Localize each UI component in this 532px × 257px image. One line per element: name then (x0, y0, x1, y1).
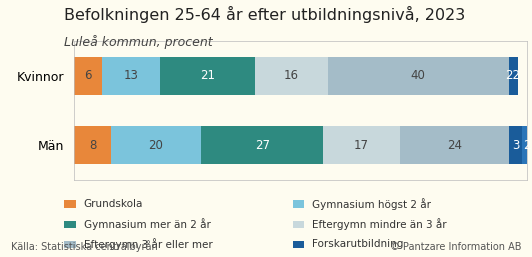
Text: 2: 2 (523, 139, 530, 152)
Bar (323, 126, 400, 164)
Text: 3: 3 (512, 139, 519, 152)
Text: Grundskola: Grundskola (84, 199, 143, 209)
Bar (74, 126, 111, 164)
Bar (161, 57, 255, 95)
Text: 24: 24 (447, 139, 462, 152)
Bar (509, 126, 522, 164)
Bar (522, 126, 531, 164)
Bar (74, 57, 102, 95)
Text: 6: 6 (84, 69, 92, 82)
Text: © Pantzare Information AB: © Pantzare Information AB (390, 242, 521, 252)
Bar (400, 126, 509, 164)
Text: Källa: Statistiska centralbyrån: Källa: Statistiska centralbyrån (11, 241, 157, 252)
Bar (102, 57, 161, 95)
Text: Gymnasium mer än 2 år: Gymnasium mer än 2 år (84, 218, 210, 230)
Text: 40: 40 (411, 69, 426, 82)
Text: Forskarutbildning: Forskarutbildning (312, 240, 404, 249)
Text: Eftergymn 3 år eller mer: Eftergymn 3 år eller mer (84, 238, 212, 250)
Text: Eftergymn mindre än 3 år: Eftergymn mindre än 3 år (312, 218, 447, 230)
Text: 16: 16 (284, 69, 299, 82)
Text: Luleå kommun, procent: Luleå kommun, procent (64, 35, 212, 49)
Text: 27: 27 (255, 139, 270, 152)
Text: 20: 20 (148, 139, 163, 152)
Text: Befolkningen 25-64 år efter utbildningsnivå, 2023: Befolkningen 25-64 år efter utbildningsn… (64, 6, 465, 23)
Bar (255, 57, 328, 95)
Text: 8: 8 (89, 139, 96, 152)
Bar (328, 57, 509, 95)
Bar (201, 126, 323, 164)
Bar (509, 57, 518, 95)
Text: 17: 17 (354, 139, 369, 152)
Text: 21: 21 (201, 69, 215, 82)
Bar (111, 126, 201, 164)
Text: Gymnasium högst 2 år: Gymnasium högst 2 år (312, 198, 431, 210)
Text: 13: 13 (123, 69, 138, 82)
Text: 22: 22 (505, 69, 521, 82)
